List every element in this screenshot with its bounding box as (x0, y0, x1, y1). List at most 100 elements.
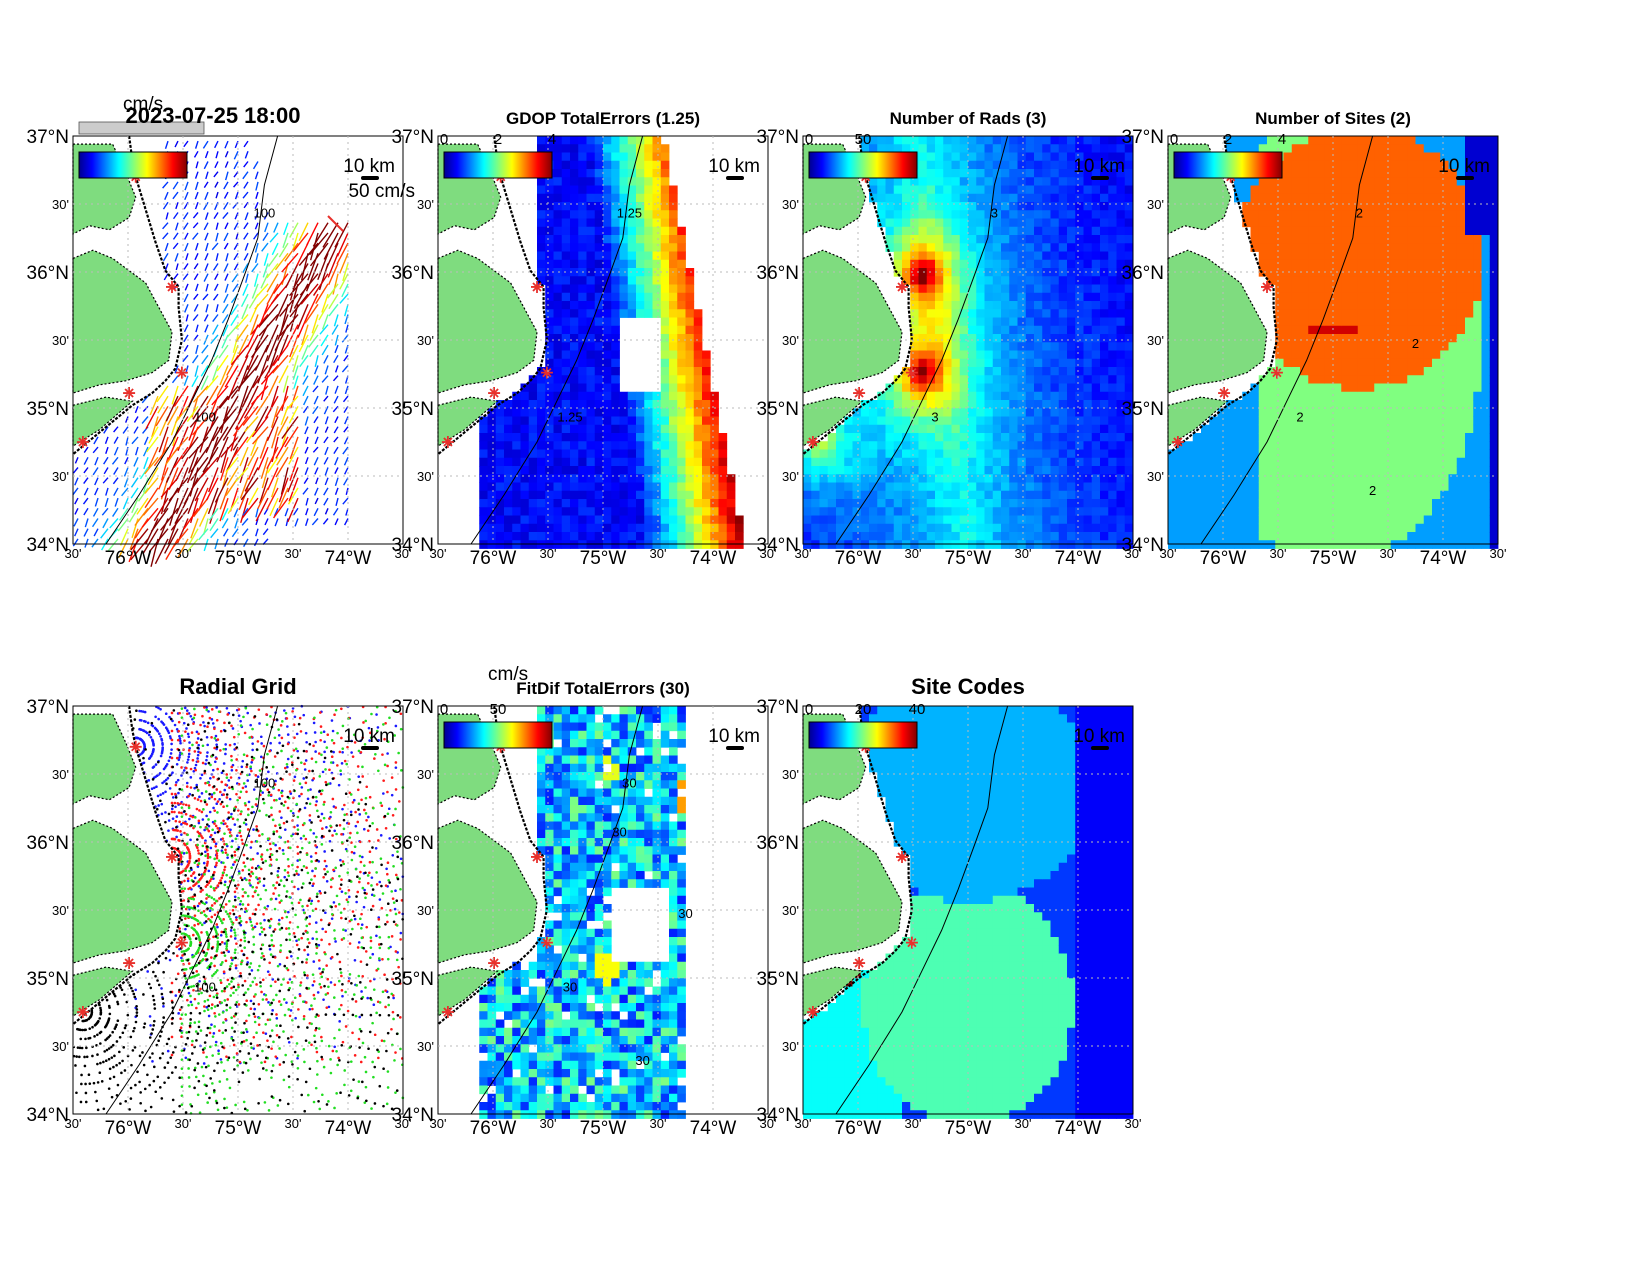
data-cell (1242, 408, 1251, 417)
data-cell (1366, 507, 1375, 516)
data-cell (1399, 408, 1408, 417)
data-cell (636, 235, 645, 244)
data-cell (504, 466, 513, 475)
data-cell (1209, 416, 1218, 426)
current-vector (254, 202, 259, 210)
data-cell (926, 375, 936, 384)
data-cell (710, 408, 719, 417)
data-cell (553, 515, 563, 525)
data-cell (537, 540, 546, 549)
data-cell (1108, 424, 1117, 434)
data-cell (1009, 375, 1018, 384)
data-cell (1091, 449, 1101, 459)
current-vector (342, 446, 349, 455)
data-cell (1390, 251, 1400, 261)
data-cell (1258, 193, 1268, 203)
current-vector (327, 253, 339, 278)
data-cell (1017, 334, 1027, 343)
data-cell (685, 358, 695, 368)
data-cell (893, 259, 903, 269)
data-cell (803, 474, 812, 483)
data-cell (943, 482, 952, 492)
data-cell (1374, 210, 1383, 219)
data-cell (1382, 160, 1392, 170)
data-cell (512, 391, 521, 401)
current-vector (203, 201, 209, 211)
data-cell (644, 466, 653, 475)
data-cell (570, 408, 579, 417)
current-vector (333, 426, 339, 434)
data-cell (1324, 400, 1334, 409)
data-cell (1316, 136, 1326, 145)
data-cell (570, 144, 579, 153)
current-vector (312, 446, 319, 453)
data-cell (611, 383, 620, 393)
data-cell (1432, 523, 1441, 533)
data-cell (1116, 169, 1126, 178)
data-cell (1291, 350, 1301, 360)
data-cell (1324, 490, 1334, 500)
data-cell (935, 235, 944, 244)
data-cell (1209, 466, 1218, 475)
data-cell (1184, 507, 1194, 516)
data-cell (1275, 268, 1284, 277)
data-cell (1242, 490, 1251, 500)
data-cell (1100, 152, 1109, 162)
data-cell (479, 523, 488, 533)
data-cell (902, 400, 911, 409)
data-cell (1034, 226, 1043, 236)
lat-tick-label: 30' (417, 469, 434, 484)
current-vector (255, 181, 259, 191)
data-cell (1124, 226, 1134, 236)
data-cell (495, 433, 505, 442)
data-cell (1423, 490, 1433, 500)
data-cell (528, 400, 538, 409)
data-cell (1283, 259, 1293, 269)
data-cell (1017, 523, 1027, 533)
current-vector (130, 477, 139, 488)
current-vector (215, 253, 219, 261)
data-cell (1184, 523, 1194, 533)
data-cell (619, 309, 629, 318)
data-cell (1423, 210, 1433, 219)
data-cell (984, 276, 994, 285)
data-cell (1382, 540, 1392, 549)
data-cell (1399, 243, 1408, 252)
data-cell (1341, 169, 1350, 178)
data-cell (819, 499, 829, 508)
data-cell (992, 301, 1002, 310)
data-cell (1316, 317, 1326, 327)
data-cell (1001, 433, 1010, 442)
data-cell (570, 152, 579, 162)
data-cell (652, 499, 662, 508)
current-vector (194, 140, 199, 149)
data-cell (1300, 482, 1309, 492)
data-cell (1374, 342, 1383, 351)
data-cell (1415, 367, 1425, 376)
data-cell (1440, 416, 1449, 426)
data-cell (1366, 441, 1375, 450)
current-vector (320, 334, 329, 347)
data-cell (951, 334, 961, 343)
data-cell (1382, 367, 1392, 376)
current-vector (332, 273, 339, 295)
data-cell (611, 226, 620, 236)
data-cell (836, 515, 845, 525)
data-cell (877, 433, 886, 442)
data-cell (984, 490, 994, 500)
data-cell (1217, 441, 1227, 450)
data-cell (1423, 532, 1433, 541)
current-vector (240, 293, 249, 307)
data-cell (1440, 499, 1449, 508)
data-cell (860, 523, 870, 533)
data-cell (570, 334, 579, 343)
data-cell (1075, 301, 1084, 310)
data-cell (512, 400, 521, 409)
data-cell (669, 367, 678, 376)
data-cell (1283, 449, 1293, 459)
data-cell (677, 342, 686, 351)
data-cell (827, 474, 837, 483)
data-cell (553, 144, 563, 153)
data-cell (561, 210, 571, 219)
data-cell (951, 292, 961, 302)
